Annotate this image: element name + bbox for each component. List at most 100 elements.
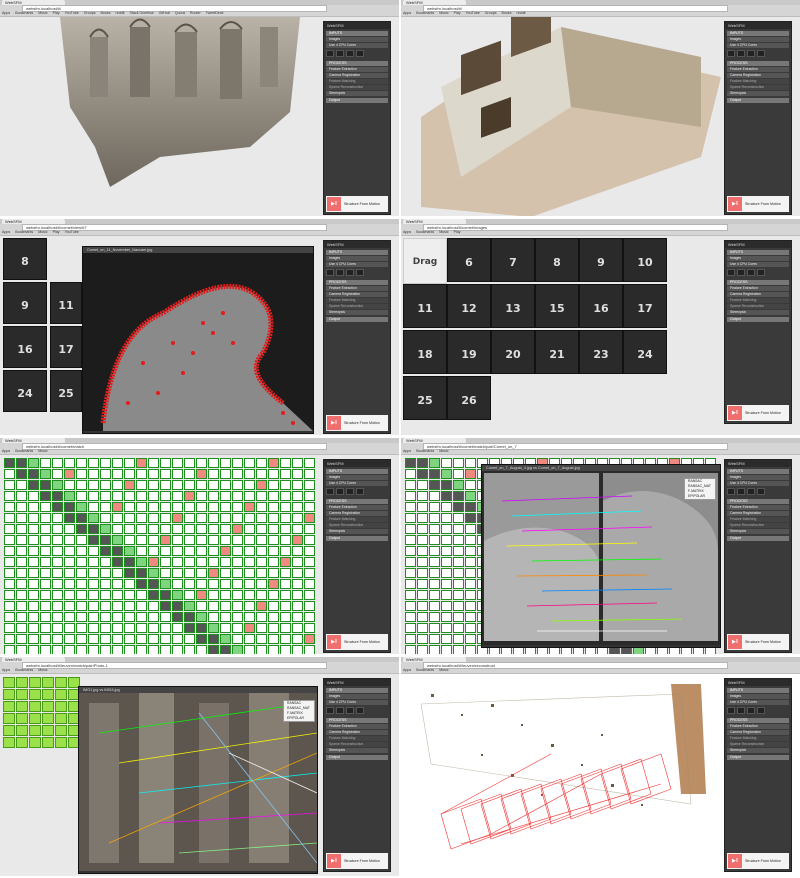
match-cell[interactable] [220,568,231,578]
match-cell[interactable] [88,480,99,490]
match-cell[interactable] [429,458,440,468]
match-cell[interactable] [220,645,231,654]
match-cell[interactable] [4,645,15,654]
match-cell[interactable] [208,491,219,501]
match-cell[interactable] [100,645,111,654]
match-cell[interactable] [292,612,303,622]
match-cell[interactable] [220,601,231,611]
bookmark-reddit[interactable]: reddit [115,11,125,15]
match-cell[interactable] [28,601,39,611]
match-cell[interactable] [76,568,87,578]
core-toggle[interactable] [346,488,354,495]
match-cell[interactable] [52,513,63,523]
core-toggle[interactable] [346,707,354,714]
bookmark-bookmarks[interactable]: Bookmarks [15,230,34,234]
bookmark-bookmarks[interactable]: Bookmarks [416,230,435,234]
match-cell[interactable] [76,579,87,589]
match-cell[interactable] [160,546,171,556]
match-cell[interactable] [136,579,147,589]
match-cell[interactable] [4,546,15,556]
match-cell[interactable] [244,469,255,479]
match-cell[interactable] [184,469,195,479]
match-cell[interactable] [52,579,63,589]
match-cell[interactable] [136,557,147,567]
match-cell[interactable] [88,590,99,600]
match-cell[interactable] [196,579,207,589]
core-toggle[interactable] [326,50,334,57]
match-cell[interactable] [136,601,147,611]
match-cell[interactable] [124,601,135,611]
match-cell[interactable] [28,645,39,654]
cpu-cores-option[interactable]: Use 4 CPU Cores [326,43,388,48]
image-thumb[interactable]: 24 [3,370,47,412]
match-cell[interactable] [112,513,123,523]
match-cell[interactable] [417,535,428,545]
match-cell[interactable] [304,491,315,501]
match-cell[interactable] [208,645,219,654]
gallery-image-thumb[interactable]: 12 [447,284,491,328]
match-cell[interactable] [304,579,315,589]
feature-matching-step[interactable]: Feature Matching [727,736,789,741]
match-cell[interactable] [441,645,452,654]
camera-registration-step[interactable]: Camera Registration [727,511,789,516]
bookmark-bookmarks[interactable]: Bookmarks [15,668,34,672]
camera-registration-step[interactable]: Camera Registration [727,73,789,78]
match-cell[interactable] [208,524,219,534]
match-cell[interactable] [160,491,171,501]
match-cell[interactable] [40,623,51,633]
match-cell[interactable] [124,612,135,622]
match-cell[interactable] [417,491,428,501]
match-cell[interactable] [405,590,416,600]
match-cell[interactable] [40,568,51,578]
match-cell[interactable] [160,513,171,523]
match-cell[interactable] [16,579,27,589]
match-cell[interactable] [453,590,464,600]
menu-f-matrix[interactable]: F-MATRIX [688,489,704,493]
match-cell[interactable] [304,623,315,633]
play-pause-icon[interactable]: ▶‖ [327,854,341,868]
match-cell[interactable] [196,524,207,534]
match-cell[interactable] [112,546,123,556]
match-cell[interactable] [28,634,39,644]
match-cell[interactable] [76,513,87,523]
match-cell[interactable] [148,469,159,479]
match-cell[interactable] [465,535,476,545]
match-cell[interactable] [280,601,291,611]
core-toggle[interactable] [757,50,765,57]
match-cell[interactable] [55,701,67,712]
match-cell[interactable] [196,612,207,622]
image-thumb[interactable]: 17 [50,326,82,368]
match-cell[interactable] [244,458,255,468]
url-bar[interactable]: websfm.localhost/#/leuven/match/pair/Pho… [22,662,327,669]
core-toggle[interactable] [727,488,735,495]
match-cell[interactable] [3,725,15,736]
menu-ransac[interactable]: RANSAC [688,479,703,483]
match-cell[interactable] [465,623,476,633]
match-cell[interactable] [417,634,428,644]
match-cell[interactable] [208,469,219,479]
match-cell[interactable] [64,535,75,545]
images-button[interactable]: Images [727,694,789,699]
match-cell[interactable] [429,568,440,578]
match-cell[interactable] [220,524,231,534]
match-cell[interactable] [220,634,231,644]
match-cell[interactable] [124,546,135,556]
match-cell[interactable] [40,469,51,479]
match-cell[interactable] [232,590,243,600]
match-cell[interactable] [40,645,51,654]
match-cell[interactable] [280,458,291,468]
core-toggle[interactable] [336,50,344,57]
match-cell[interactable] [232,458,243,468]
match-cell[interactable] [40,491,51,501]
core-toggle[interactable] [727,269,735,276]
match-cell[interactable] [453,623,464,633]
gallery-image-thumb[interactable]: 21 [535,330,579,374]
image-thumb[interactable]: 11 [50,282,82,324]
match-cell[interactable] [112,557,123,567]
core-toggle[interactable] [346,269,354,276]
match-cell[interactable] [232,491,243,501]
match-cell[interactable] [124,568,135,578]
match-cell[interactable] [124,579,135,589]
match-cell[interactable] [28,458,39,468]
match-cell[interactable] [76,634,87,644]
